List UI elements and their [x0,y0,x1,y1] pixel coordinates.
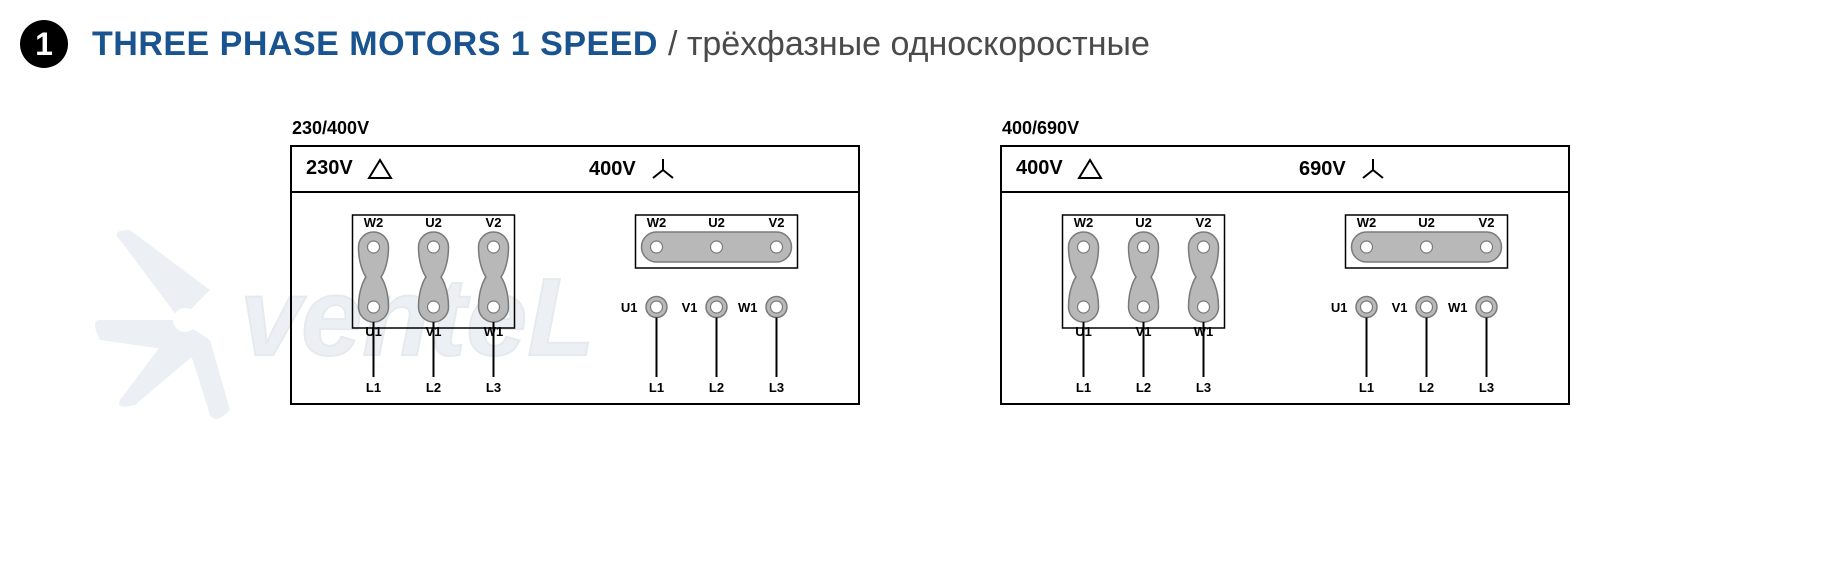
svg-text:V1: V1 [1136,324,1152,339]
svg-text:V1: V1 [426,324,442,339]
delta-half: 400V W2 U1 L1 U2 V1 L2 V2 W1 L3 [1002,147,1285,403]
svg-text:L3: L3 [1196,380,1211,395]
svg-text:W1: W1 [1448,300,1468,315]
star-icon [1360,157,1386,181]
star-half: 400V W2 U1 L1 U2 V1 L2 V2 W1 L3 [575,147,858,403]
section-header: 1 THREE PHASE MOTORS 1 SPEED / трёхфазны… [20,20,1824,68]
svg-text:L1: L1 [1359,380,1374,395]
star-terminal-diagram: W2 U1 L1 U2 V1 L2 V2 W1 L3 [1285,207,1568,402]
svg-text:V2: V2 [769,215,785,230]
star-icon [650,157,676,181]
section-number: 1 [35,26,53,63]
svg-text:L3: L3 [1479,380,1494,395]
svg-text:V2: V2 [486,215,502,230]
voltage-label: 400V [1016,157,1063,180]
svg-text:U1: U1 [621,300,638,315]
voltage-label: 230V [306,157,353,180]
svg-text:U2: U2 [425,215,442,230]
svg-text:V2: V2 [1479,215,1495,230]
svg-text:V2: V2 [1196,215,1212,230]
svg-text:L2: L2 [426,380,441,395]
svg-text:V1: V1 [682,300,698,315]
delta-icon [1077,158,1103,180]
svg-text:U2: U2 [708,215,725,230]
svg-text:W2: W2 [647,215,667,230]
voltage-label: 400V [589,158,636,181]
svg-text:U1: U1 [365,324,382,339]
svg-text:L2: L2 [709,380,724,395]
panel-frame: 400V W2 U1 L1 U2 V1 L2 V2 W1 L3 690V [1000,145,1570,405]
svg-text:W1: W1 [738,300,758,315]
svg-text:U1: U1 [1331,300,1348,315]
svg-text:L3: L3 [486,380,501,395]
section-number-badge: 1 [20,20,68,68]
panel-230-400: 230/400V 230V W2 U1 L1 U2 V1 L2 V2 W1 L3 [290,118,860,405]
svg-text:L1: L1 [366,380,381,395]
delta-terminal-diagram: W2 U1 L1 U2 V1 L2 V2 W1 L3 [292,207,575,402]
svg-text:V1: V1 [1392,300,1408,315]
panel-caption: 230/400V [290,118,860,139]
star-terminal-diagram: W2 U1 L1 U2 V1 L2 V2 W1 L3 [575,207,858,402]
voltage-label: 690V [1299,158,1346,181]
title-russian: / трёхфазные односкоростные [668,25,1150,64]
panel-400-690: 400/690V 400V W2 U1 L1 U2 V1 L2 V2 W1 L3 [1000,118,1570,405]
title-english: THREE PHASE MOTORS 1 SPEED [92,25,658,64]
svg-text:W2: W2 [364,215,384,230]
svg-text:W2: W2 [1357,215,1377,230]
svg-text:U1: U1 [1075,324,1092,339]
svg-text:W1: W1 [1194,324,1214,339]
svg-text:L2: L2 [1136,380,1151,395]
svg-text:L1: L1 [649,380,664,395]
delta-half: 230V W2 U1 L1 U2 V1 L2 V2 W1 L3 [292,147,575,403]
svg-text:W1: W1 [484,324,504,339]
svg-text:U2: U2 [1418,215,1435,230]
svg-text:W2: W2 [1074,215,1094,230]
svg-text:L2: L2 [1419,380,1434,395]
panel-frame: 230V W2 U1 L1 U2 V1 L2 V2 W1 L3 400V [290,145,860,405]
svg-text:L1: L1 [1076,380,1091,395]
diagram-panels: 230/400V 230V W2 U1 L1 U2 V1 L2 V2 W1 L3 [20,118,1824,405]
svg-text:U2: U2 [1135,215,1152,230]
star-half: 690V W2 U1 L1 U2 V1 L2 V2 W1 L3 [1285,147,1568,403]
delta-terminal-diagram: W2 U1 L1 U2 V1 L2 V2 W1 L3 [1002,207,1285,402]
delta-icon [367,158,393,180]
panel-caption: 400/690V [1000,118,1570,139]
svg-text:L3: L3 [769,380,784,395]
